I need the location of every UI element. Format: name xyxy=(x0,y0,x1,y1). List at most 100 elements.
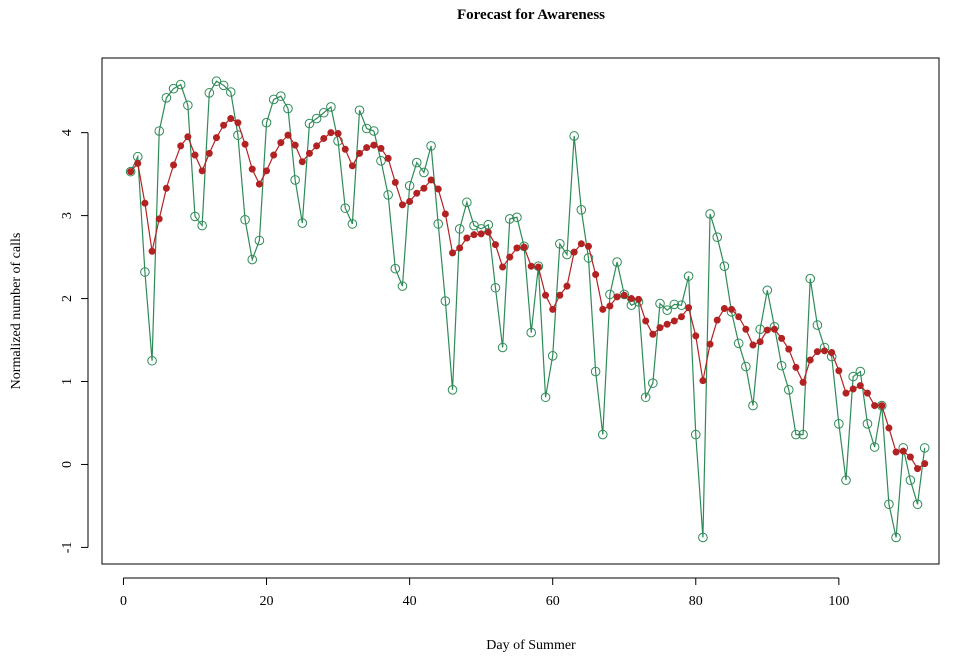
data-point xyxy=(919,443,930,453)
data-point xyxy=(270,151,278,159)
data-point xyxy=(168,83,179,94)
data-point xyxy=(613,293,621,301)
data-point xyxy=(713,316,721,324)
data-point xyxy=(669,299,680,310)
data-point xyxy=(290,175,300,185)
series-2 xyxy=(127,115,929,473)
data-point xyxy=(211,76,222,87)
data-point xyxy=(712,232,723,242)
data-point xyxy=(583,253,594,263)
data-point xyxy=(377,144,385,152)
data-point xyxy=(204,88,215,98)
data-point xyxy=(406,198,414,206)
data-point xyxy=(841,475,851,486)
data-point xyxy=(177,142,185,150)
data-point xyxy=(635,295,643,303)
data-point xyxy=(813,348,821,356)
data-point xyxy=(376,156,386,166)
data-point xyxy=(905,475,916,486)
data-point xyxy=(420,184,428,192)
data-point xyxy=(719,261,730,272)
data-point xyxy=(805,273,816,284)
data-point xyxy=(555,239,565,249)
data-point xyxy=(620,291,628,299)
data-point xyxy=(311,113,322,124)
data-point xyxy=(892,448,900,456)
data-point xyxy=(848,371,858,382)
x-axis: 0 20 40 60 80 100 xyxy=(120,577,849,609)
data-point xyxy=(255,180,263,188)
data-point xyxy=(454,224,465,234)
data-point xyxy=(155,215,163,223)
data-point xyxy=(161,93,172,103)
data-point xyxy=(506,253,514,261)
data-point xyxy=(305,149,313,157)
data-point xyxy=(663,320,671,328)
data-point xyxy=(778,334,786,342)
data-point xyxy=(690,429,701,440)
data-point xyxy=(398,201,406,209)
data-point xyxy=(441,210,449,218)
data-point xyxy=(570,248,578,256)
data-point xyxy=(463,234,471,242)
x-tick-label: 40 xyxy=(403,594,417,609)
data-point xyxy=(427,176,435,184)
x-tick-label: 100 xyxy=(828,594,849,609)
data-point xyxy=(370,141,378,149)
data-point xyxy=(263,167,271,175)
data-point xyxy=(220,121,228,129)
data-point xyxy=(247,254,258,265)
data-point xyxy=(413,189,421,197)
data-point xyxy=(884,499,894,510)
data-point xyxy=(484,228,492,236)
data-point xyxy=(261,117,272,128)
data-point xyxy=(218,80,229,91)
data-point xyxy=(798,429,808,440)
data-point xyxy=(526,327,537,338)
data-point xyxy=(470,231,478,239)
series-1-line xyxy=(130,80,926,538)
data-point xyxy=(748,400,758,411)
data-point xyxy=(347,219,358,229)
data-point xyxy=(806,356,814,364)
data-point xyxy=(291,141,299,149)
x-tick-label: 20 xyxy=(260,594,274,609)
x-axis-label: Day of Summer xyxy=(486,638,576,653)
data-point xyxy=(198,167,206,175)
data-point xyxy=(547,350,558,361)
data-point xyxy=(590,366,601,377)
data-point xyxy=(869,442,880,452)
data-point xyxy=(391,178,399,186)
data-point xyxy=(340,203,351,213)
series-1 xyxy=(125,76,930,543)
data-point xyxy=(477,230,485,238)
x-tick-label: 60 xyxy=(546,594,560,609)
data-point xyxy=(599,305,607,313)
data-point xyxy=(369,126,379,136)
data-point xyxy=(212,134,220,142)
data-point xyxy=(456,244,464,252)
data-point xyxy=(871,402,879,410)
data-point xyxy=(842,389,850,397)
data-point xyxy=(742,325,750,333)
data-point xyxy=(642,317,650,325)
data-point xyxy=(733,338,744,349)
data-point xyxy=(914,465,922,473)
data-point xyxy=(170,161,178,169)
data-point xyxy=(692,332,700,340)
data-point xyxy=(334,129,342,137)
data-point xyxy=(741,361,751,372)
data-point xyxy=(762,285,773,296)
data-point xyxy=(491,241,499,249)
data-point xyxy=(542,291,550,299)
x-tick-label: 0 xyxy=(120,594,127,609)
data-point xyxy=(434,185,442,193)
data-point xyxy=(912,499,923,510)
data-point xyxy=(354,105,365,116)
data-point xyxy=(828,348,836,356)
data-point xyxy=(906,453,914,461)
data-point xyxy=(791,429,801,440)
data-point xyxy=(240,214,250,225)
data-point xyxy=(277,139,285,147)
